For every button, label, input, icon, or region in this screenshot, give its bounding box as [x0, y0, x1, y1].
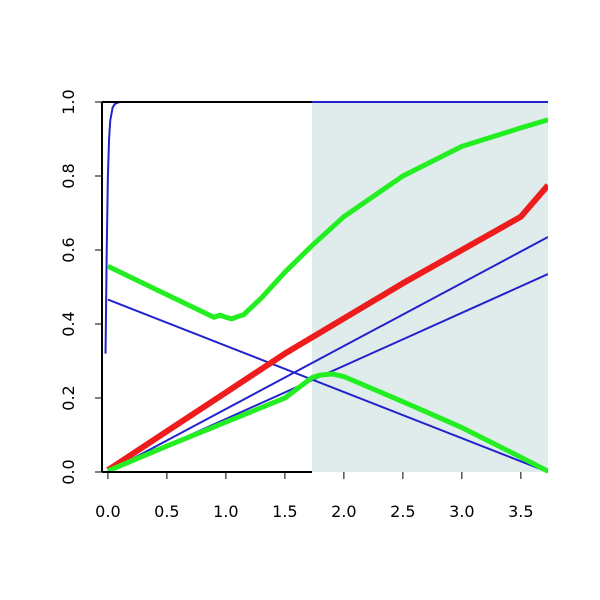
series-line-6: [106, 117, 548, 322]
shaded-region-layer: [312, 102, 548, 472]
x-tick-label-4: 2.0: [331, 502, 356, 521]
y-tick-label-5: 1.0: [59, 89, 78, 114]
y-tick-label-0: 0.0: [59, 459, 78, 484]
x-tick-label-0: 0.0: [95, 502, 120, 521]
x-tick-label-1: 0.5: [154, 502, 179, 521]
series-line-5: [106, 183, 548, 473]
x-tick-label-2: 1.0: [213, 502, 238, 521]
y-tick-label-2: 0.4: [59, 311, 78, 336]
shaded-region: [312, 102, 548, 472]
series-line-2: [107, 298, 548, 473]
x-tick-label-6: 3.0: [449, 502, 474, 521]
series-group: [104, 101, 548, 474]
x-tick-label-5: 2.5: [390, 502, 415, 521]
axes: 0.0 0.5 1.0 1.5 2.0 2.5 3.0 3.5 0.0 0.2 0.4 0.6 0.8 1…: [59, 89, 534, 521]
series-layer: [104, 101, 548, 474]
series-line-3: [107, 236, 548, 473]
x-tick-label-3: 1.5: [272, 502, 297, 521]
y-tick-label-4: 0.8: [59, 163, 78, 188]
x-tick-label-7: 3.5: [508, 502, 533, 521]
y-tick-label-3: 0.6: [59, 237, 78, 262]
series-line-7: [106, 371, 548, 474]
y-tick-label-1: 0.2: [59, 385, 78, 410]
